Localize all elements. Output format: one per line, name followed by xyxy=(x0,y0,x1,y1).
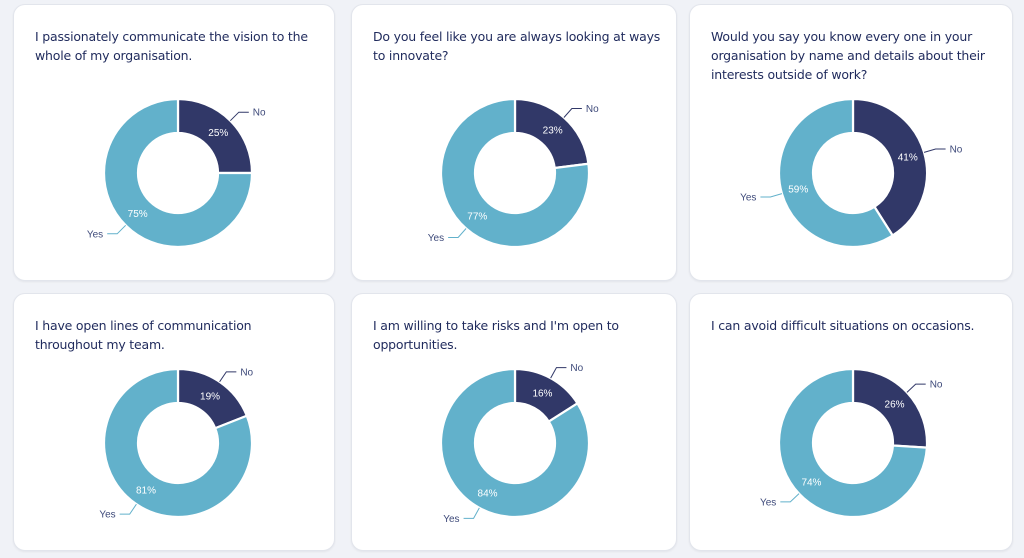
question-title: I am willing to take risks and I'm open … xyxy=(373,318,619,352)
survey-card: I passionately communicate the vision to… xyxy=(13,4,335,281)
category-label-no: No xyxy=(586,104,599,115)
percent-label-no: 26% xyxy=(885,399,905,410)
percent-label-no: 16% xyxy=(532,389,552,400)
percent-label-yes: 81% xyxy=(136,486,156,497)
percent-label-no: 19% xyxy=(200,391,220,402)
survey-card: I have open lines of communication throu… xyxy=(13,293,335,551)
category-label-yes: Yes xyxy=(99,510,115,521)
leader-line xyxy=(563,107,582,118)
category-label-yes: Yes xyxy=(428,233,444,244)
leader-line xyxy=(229,111,249,122)
percent-label-yes: 74% xyxy=(801,478,821,489)
slice-no[interactable] xyxy=(851,97,929,237)
leader-line xyxy=(448,228,467,239)
question-title: Do you feel like you are always looking … xyxy=(373,29,661,63)
donut-chart: 16% No 84% Yes xyxy=(439,363,591,525)
survey-card: I can avoid difficult situations on occa… xyxy=(689,293,1013,551)
category-label-yes: Yes xyxy=(87,229,103,240)
category-label-yes: Yes xyxy=(443,514,459,525)
category-label-yes: Yes xyxy=(740,192,756,203)
percent-label-no: 25% xyxy=(208,128,228,139)
leader-line xyxy=(119,503,137,515)
donut-chart: 19% No 81% Yes xyxy=(99,367,254,521)
slice-yes[interactable] xyxy=(102,367,254,519)
category-label-no: No xyxy=(950,145,963,156)
leader-line xyxy=(906,383,926,393)
slice-yes[interactable] xyxy=(777,367,929,519)
slice-no[interactable] xyxy=(176,97,254,175)
leader-line xyxy=(550,367,567,379)
category-label-yes: Yes xyxy=(760,497,776,508)
leader-line xyxy=(780,493,800,503)
category-label-no: No xyxy=(930,380,943,391)
percent-label-yes: 84% xyxy=(478,488,498,499)
question-title: I passionately communicate the vision to… xyxy=(35,29,308,63)
leader-line xyxy=(923,148,946,153)
question-title: I can avoid difficult situations on occa… xyxy=(711,318,975,333)
percent-label-yes: 77% xyxy=(467,211,487,222)
leader-line xyxy=(107,224,127,235)
question-title: I have open lines of communication throu… xyxy=(35,318,252,352)
slice-yes[interactable] xyxy=(439,367,591,519)
donut-chart: 25% No 75% Yes xyxy=(87,97,266,249)
percent-label-no: 41% xyxy=(898,153,918,164)
question-title: Would you say you know every one in your… xyxy=(711,29,985,82)
percent-label-no: 23% xyxy=(543,126,563,137)
category-label-no: No xyxy=(240,367,253,378)
slice-yes[interactable] xyxy=(777,97,895,249)
survey-card: Would you say you know every one in your… xyxy=(689,4,1013,281)
percent-label-yes: 59% xyxy=(788,184,808,195)
donut-chart: 23% No 77% Yes xyxy=(428,97,599,249)
slice-yes[interactable] xyxy=(439,97,591,249)
category-label-no: No xyxy=(570,363,583,374)
survey-card: I am willing to take risks and I'm open … xyxy=(351,293,677,551)
leader-line xyxy=(463,507,480,519)
percent-label-yes: 75% xyxy=(128,209,148,220)
donut-chart: 41% No 59% Yes xyxy=(740,97,963,249)
survey-card: Do you feel like you are always looking … xyxy=(351,4,677,281)
donut-chart: 26% No 74% Yes xyxy=(760,367,943,519)
leader-line xyxy=(760,193,783,198)
slice-yes[interactable] xyxy=(102,97,254,249)
category-label-no: No xyxy=(253,108,266,119)
leader-line xyxy=(219,371,237,383)
